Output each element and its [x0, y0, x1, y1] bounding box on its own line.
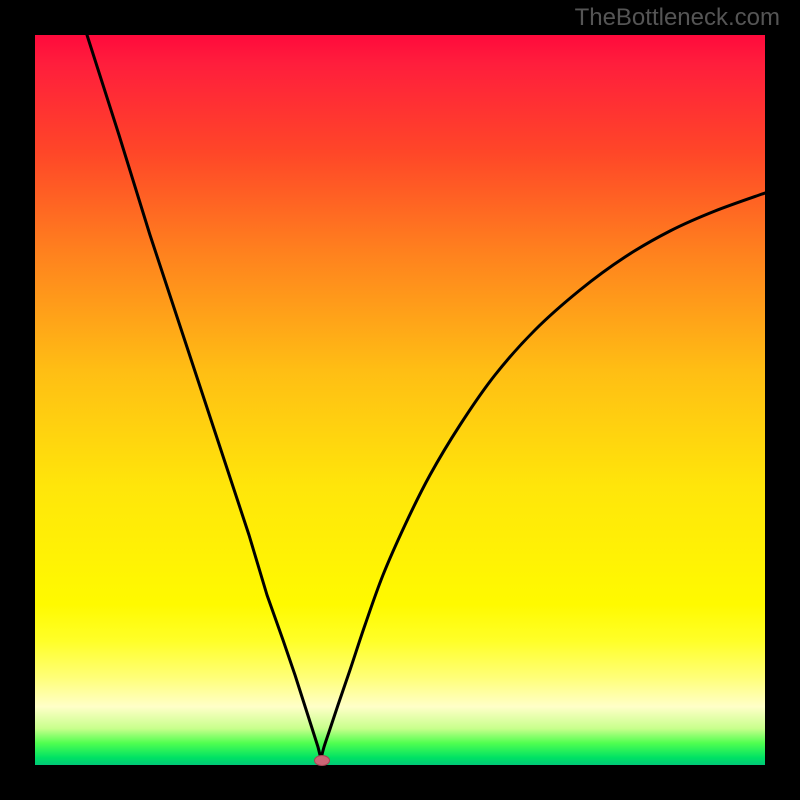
minimum-marker: [314, 755, 330, 766]
watermark-text: TheBottleneck.com: [575, 4, 780, 32]
plot-area: [35, 35, 765, 765]
bottleneck-curve: [35, 35, 765, 765]
chart-container: TheBottleneck.com: [0, 0, 800, 800]
